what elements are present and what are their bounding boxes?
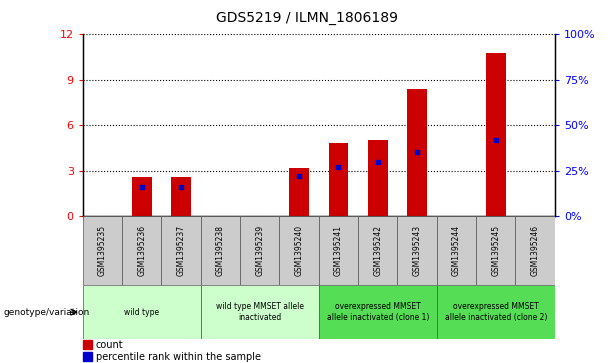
Bar — [83, 340, 92, 349]
Text: GDS5219 / ILMN_1806189: GDS5219 / ILMN_1806189 — [216, 11, 397, 25]
Text: GSM1395246: GSM1395246 — [531, 225, 539, 276]
Bar — [240, 216, 280, 285]
Text: GSM1395239: GSM1395239 — [255, 225, 264, 276]
Bar — [397, 216, 436, 285]
Text: count: count — [96, 340, 123, 350]
Bar — [368, 140, 387, 216]
Bar — [83, 352, 92, 361]
Bar — [329, 143, 348, 216]
Bar — [436, 285, 555, 339]
Bar — [407, 89, 427, 216]
Text: GSM1395236: GSM1395236 — [137, 225, 147, 276]
Bar — [122, 216, 161, 285]
Text: GSM1395243: GSM1395243 — [413, 225, 422, 276]
Text: overexpressed MMSET
allele inactivated (clone 1): overexpressed MMSET allele inactivated (… — [327, 302, 429, 322]
Bar — [358, 216, 397, 285]
Text: GSM1395238: GSM1395238 — [216, 225, 225, 276]
Bar — [516, 216, 555, 285]
Bar — [289, 168, 309, 216]
Bar — [83, 285, 201, 339]
Text: GSM1395245: GSM1395245 — [491, 225, 500, 276]
Text: wild type MMSET allele
inactivated: wild type MMSET allele inactivated — [216, 302, 304, 322]
Bar — [132, 177, 151, 216]
Bar — [319, 285, 436, 339]
Text: wild type: wild type — [124, 308, 159, 317]
Text: GSM1395240: GSM1395240 — [295, 225, 303, 276]
Text: genotype/variation: genotype/variation — [3, 308, 89, 317]
Text: GSM1395241: GSM1395241 — [334, 225, 343, 276]
Bar — [161, 216, 201, 285]
Bar — [171, 177, 191, 216]
Text: overexpressed MMSET
allele inactivated (clone 2): overexpressed MMSET allele inactivated (… — [444, 302, 547, 322]
Bar — [436, 216, 476, 285]
Bar — [476, 216, 516, 285]
Text: percentile rank within the sample: percentile rank within the sample — [96, 352, 261, 362]
Bar — [486, 53, 506, 216]
Text: GSM1395235: GSM1395235 — [98, 225, 107, 276]
Text: GSM1395242: GSM1395242 — [373, 225, 383, 276]
Bar — [83, 216, 122, 285]
Bar — [319, 216, 358, 285]
Bar — [201, 216, 240, 285]
Bar — [280, 216, 319, 285]
Text: GSM1395237: GSM1395237 — [177, 225, 186, 276]
Text: GSM1395244: GSM1395244 — [452, 225, 461, 276]
Bar — [201, 285, 319, 339]
